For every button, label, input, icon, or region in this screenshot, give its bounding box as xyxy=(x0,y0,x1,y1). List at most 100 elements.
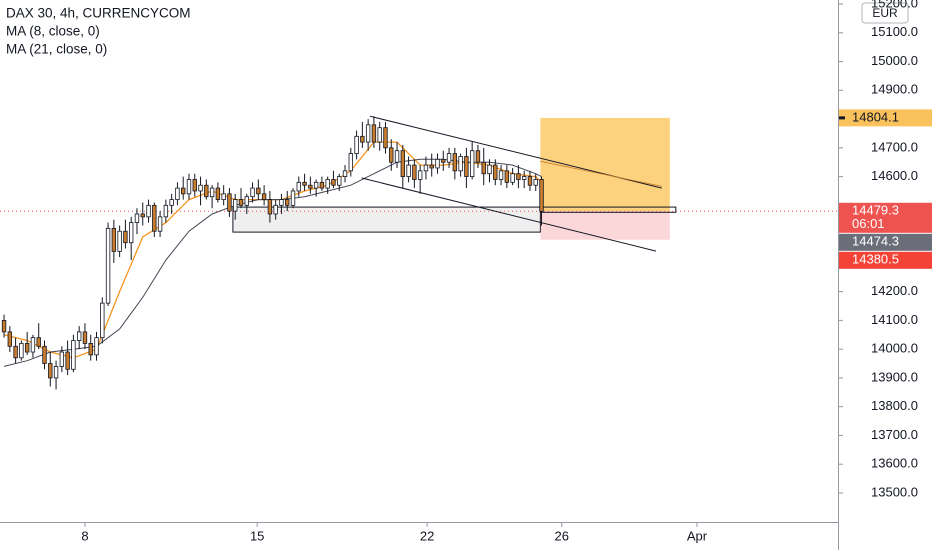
candle-body xyxy=(19,342,24,359)
candle-body xyxy=(389,147,394,163)
candle-body xyxy=(233,199,238,212)
candle-body xyxy=(71,340,76,370)
price-badge-bg xyxy=(839,109,932,127)
candle-body xyxy=(146,204,151,218)
candle-body xyxy=(533,179,538,186)
candle-body xyxy=(377,127,382,143)
legend-entry: MA (8, close, 0) xyxy=(6,24,100,39)
candle-body xyxy=(82,331,88,344)
candle-body xyxy=(94,337,99,356)
candle-body xyxy=(527,176,533,186)
candle-body xyxy=(244,196,249,206)
trend-line xyxy=(361,177,657,252)
candle-body xyxy=(152,204,157,232)
candle-body xyxy=(65,351,70,370)
candle-body xyxy=(215,187,221,200)
stop-zone xyxy=(540,211,670,240)
candle-body xyxy=(117,230,122,252)
candle-body xyxy=(325,179,330,189)
candle-body xyxy=(504,170,510,183)
candle-body xyxy=(516,173,521,180)
candle-body xyxy=(423,164,429,172)
candle-body xyxy=(227,193,232,212)
candle-body xyxy=(88,342,93,356)
candle-body xyxy=(111,227,117,252)
candle-body xyxy=(290,190,296,206)
candle-body xyxy=(30,337,36,353)
candle-body xyxy=(181,187,186,195)
candle-body xyxy=(412,164,417,180)
target-zone xyxy=(540,117,670,212)
badge-pointer xyxy=(839,116,845,120)
candle-body xyxy=(221,193,226,200)
y-tick-label: 14100.0 xyxy=(871,312,918,327)
candle-body xyxy=(123,230,128,244)
candle-body xyxy=(256,187,261,195)
price-badge-bg xyxy=(839,202,932,233)
y-tick-label: 15000.0 xyxy=(871,53,918,68)
price-badge-label: 14474.3 xyxy=(852,234,899,249)
candle-body xyxy=(76,331,82,341)
candle-body xyxy=(24,342,30,353)
legend-entry: MA (21, close, 0) xyxy=(6,42,107,57)
candle-body xyxy=(365,124,371,143)
candle-body xyxy=(175,187,180,200)
candle-body xyxy=(238,199,244,206)
candle-body xyxy=(296,181,301,192)
price-badge-label: 14380.5 xyxy=(852,252,899,267)
y-tick-label: 13500.0 xyxy=(871,484,918,499)
price-badge: 14479.306:01 xyxy=(839,203,932,233)
candle-body xyxy=(42,345,47,364)
currency-box[interactable] xyxy=(861,2,909,24)
candle-body xyxy=(308,184,313,189)
candle-body xyxy=(394,150,400,163)
y-tick-label: 13800.0 xyxy=(871,398,918,413)
chart-title: DAX 30, 4h, CURRENCYCOM xyxy=(6,6,191,21)
candle-body xyxy=(204,184,209,198)
candle-body xyxy=(348,153,353,172)
price-badge-bg xyxy=(839,233,932,251)
y-tick-label: 14200.0 xyxy=(871,283,918,298)
candle-body xyxy=(198,184,203,192)
currency: EUR xyxy=(872,6,898,20)
price-badge-bg xyxy=(839,251,932,269)
candle-body xyxy=(261,193,267,200)
candle-body xyxy=(417,170,423,180)
y-tick-label: 13900.0 xyxy=(871,369,918,384)
candle-body xyxy=(429,164,434,169)
candle-body xyxy=(539,179,544,212)
price-badge: 14474.3 xyxy=(839,234,932,251)
candle-body xyxy=(53,366,59,379)
candle-body xyxy=(267,199,273,215)
candle-body xyxy=(406,164,411,177)
candle-body xyxy=(371,124,377,143)
candle-body xyxy=(105,227,111,304)
y-tick-label: 15200.0 xyxy=(871,0,918,10)
candle-body xyxy=(383,127,388,149)
x-tick-label: 26 xyxy=(555,528,569,543)
candle-body xyxy=(59,351,65,367)
candle-body xyxy=(331,179,336,186)
candle-body xyxy=(285,199,290,206)
candle-body xyxy=(209,187,215,198)
candle-body xyxy=(7,331,13,347)
y-tick-label: 13600.0 xyxy=(871,456,918,471)
candle-body xyxy=(128,222,134,244)
candle-body xyxy=(186,179,192,195)
y-tick-label: 14600.0 xyxy=(871,168,918,183)
candle-body xyxy=(273,204,278,215)
candle-body xyxy=(475,150,481,163)
candle-body xyxy=(464,156,469,177)
price-badge: 14804.1 xyxy=(839,109,932,127)
candle-body xyxy=(510,173,515,183)
y-tick-label: 15100.0 xyxy=(871,24,918,39)
x-tick-label: Apr xyxy=(687,528,708,543)
candle-body xyxy=(48,363,53,379)
candle-body xyxy=(302,181,307,186)
target-line xyxy=(540,160,662,187)
candle-body xyxy=(157,216,163,232)
candle-body xyxy=(435,158,440,169)
candle-body xyxy=(354,135,359,154)
candle-body xyxy=(446,153,452,163)
